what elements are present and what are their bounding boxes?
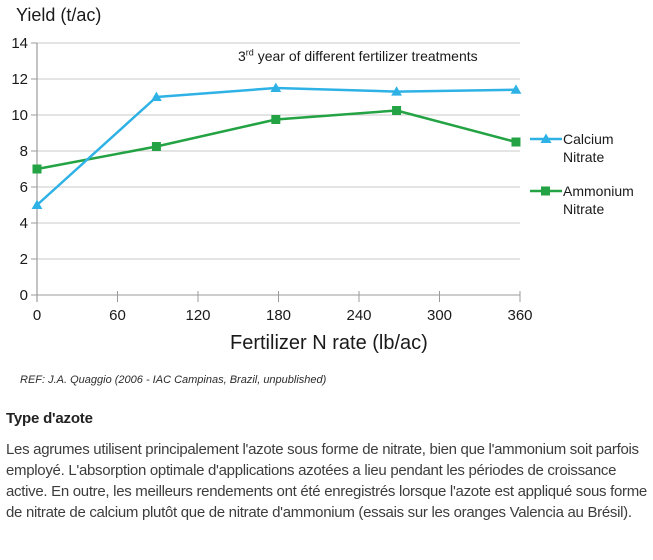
svg-text:2: 2 xyxy=(20,251,28,268)
data-point-ammonium-nitrate xyxy=(511,137,521,147)
square-marker-icon xyxy=(530,186,562,196)
reference-citation: REF: J.A. Quaggio (2006 - IAC Campinas, … xyxy=(20,374,327,386)
data-point-calcium-nitrate xyxy=(391,86,402,96)
svg-text:6: 6 xyxy=(20,179,28,196)
data-point-ammonium-nitrate xyxy=(151,142,161,151)
svg-text:300: 300 xyxy=(427,307,452,324)
svg-text:10: 10 xyxy=(11,107,28,124)
chart-title-rest: year of different fertilizer treatments xyxy=(253,48,478,64)
legend-item-ammonium-nitrate: Ammonium Nitrate xyxy=(530,182,651,218)
data-point-ammonium-nitrate xyxy=(32,164,42,174)
legend-label: Ammonium Nitrate xyxy=(563,183,634,217)
svg-text:240: 240 xyxy=(346,307,371,324)
chart-legend: Calcium Nitrate Ammonium Nitrate xyxy=(530,130,651,218)
legend-label: Calcium Nitrate xyxy=(563,131,614,165)
triangle-marker-icon xyxy=(530,133,562,143)
svg-text:8: 8 xyxy=(20,143,28,160)
svg-text:0: 0 xyxy=(33,307,41,324)
svg-text:180: 180 xyxy=(266,307,291,324)
section-heading: Type d'azote xyxy=(6,410,93,427)
chart-title-superscript: rd xyxy=(245,47,254,58)
section-body: Les agrumes utilisent principalement l'a… xyxy=(6,441,647,521)
data-point-calcium-nitrate xyxy=(270,82,282,92)
svg-text:4: 4 xyxy=(20,215,28,232)
svg-text:60: 60 xyxy=(109,307,126,324)
svg-text:360: 360 xyxy=(507,307,532,324)
y-axis-title: Yield (t/ac) xyxy=(16,5,102,25)
x-axis-title: Fertilizer N rate (lb/ac) xyxy=(230,332,428,354)
data-point-calcium-nitrate xyxy=(510,84,522,94)
text-section: Type d'azote Les agrumes utilisent princ… xyxy=(6,410,653,523)
data-point-calcium-nitrate xyxy=(31,199,43,209)
chart-title: 3rd year of different fertilizer treatme… xyxy=(238,48,478,64)
svg-text:12: 12 xyxy=(11,71,28,88)
data-point-calcium-nitrate xyxy=(151,91,162,101)
legend-item-calcium-nitrate: Calcium Nitrate xyxy=(530,130,651,166)
svg-text:120: 120 xyxy=(185,307,210,324)
data-point-ammonium-nitrate xyxy=(392,106,402,115)
data-point-ammonium-nitrate xyxy=(271,115,281,124)
svg-text:14: 14 xyxy=(11,35,28,52)
svg-text:0: 0 xyxy=(20,287,28,304)
yield-line-chart: 0 2 4 6 8 10 12 14 0 60 120 180 240 300 360 xyxy=(11,35,532,324)
chart-title-prefix: 3 xyxy=(238,48,246,64)
